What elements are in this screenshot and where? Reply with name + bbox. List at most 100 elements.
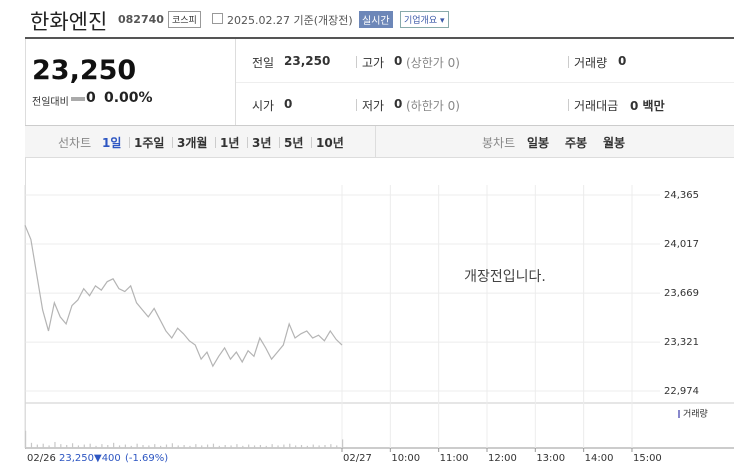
tab-sep: [172, 137, 173, 148]
volume-bar: [230, 445, 232, 448]
tab-sep: [311, 137, 312, 148]
volume-bar: [324, 444, 326, 448]
stat-extra: (하한가 0): [406, 99, 460, 113]
stat-label: 저가: [362, 99, 385, 113]
volume-bar: [25, 430, 27, 448]
stat-label: 전일: [252, 56, 275, 70]
volume-bar: [124, 444, 126, 448]
volume-bar: [89, 443, 91, 448]
volume-bar: [259, 444, 262, 448]
stock-code: 082740: [118, 13, 164, 26]
tab-sep: [279, 137, 280, 148]
volume-bar: [113, 442, 115, 448]
volume-bar: [342, 439, 344, 448]
stat-value: 23,250: [284, 54, 331, 68]
message: 개장전입니다.: [464, 269, 546, 285]
period-tab[interactable]: 3개월: [177, 136, 208, 150]
stat-value: 0: [394, 54, 403, 68]
stat-extra: (상한가 0): [406, 56, 460, 70]
divider: [235, 39, 236, 125]
stat-sep: [568, 99, 569, 111]
volume-bar: [77, 445, 80, 448]
volume-bar: [30, 442, 33, 448]
volume-bar: [236, 444, 238, 448]
stat-sep: [356, 56, 357, 68]
tab-divider: [375, 126, 376, 157]
candle-tab[interactable]: 일봉: [527, 136, 550, 150]
volume-bar: [54, 441, 56, 448]
volume-bar: [212, 443, 215, 448]
tab-bar: [25, 125, 734, 158]
flat-icon: [71, 97, 85, 101]
volume-bar: [224, 444, 226, 448]
period-tab[interactable]: 10년: [316, 136, 344, 150]
date-text: 2025.02.27 기준(개장전): [227, 14, 353, 27]
volume-bar: [71, 443, 74, 448]
stat-sep: [568, 56, 569, 68]
volume-bar: [189, 445, 191, 448]
volume-bar: [289, 443, 291, 448]
x-tick-label: 13:00: [536, 453, 565, 464]
volume-bar: [118, 445, 121, 448]
volume-legend-icon: [678, 410, 680, 418]
overview-button[interactable]: 기업개요 ▾: [400, 11, 449, 28]
y-tick-label: 24,365: [664, 190, 699, 201]
volume-bar: [48, 445, 50, 448]
volume-bar: [253, 445, 256, 448]
y-tick-label: 24,017: [664, 239, 699, 250]
volume-bar: [171, 443, 173, 448]
volume-bar: [83, 444, 85, 448]
period-tab[interactable]: 1년: [220, 136, 240, 150]
volume-bar: [306, 445, 308, 448]
change-label: 전일대비: [32, 97, 69, 108]
realtime-badge[interactable]: 실시간: [359, 11, 393, 28]
volume-legend: 거래량: [683, 408, 708, 420]
overview-label: 기업개요: [404, 16, 438, 26]
tab-sep: [129, 137, 130, 148]
volume-bar: [160, 445, 162, 448]
x-tick-label: 15:00: [633, 453, 662, 464]
volume-bar: [336, 445, 338, 448]
volume-bar: [130, 445, 132, 448]
volume-bar: [201, 445, 203, 448]
period-tab[interactable]: 3년: [252, 136, 272, 150]
volume-bar: [242, 445, 244, 448]
candle-tab[interactable]: 주봉: [565, 136, 588, 150]
period-tab[interactable]: 1일: [102, 136, 122, 150]
volume-bar: [42, 443, 44, 448]
period-tab[interactable]: 1주일: [134, 136, 165, 150]
volume-bar: [300, 444, 303, 448]
market-badge: 코스피: [168, 11, 201, 28]
volume-bar: [60, 444, 62, 448]
volume-bar: [36, 444, 38, 448]
volume-bar: [136, 443, 138, 448]
prev-change: ▼400: [94, 453, 121, 464]
change-pct: 0.00%: [104, 90, 153, 106]
volume-bar: [265, 445, 267, 448]
volume-bar: [283, 444, 285, 448]
x-tick-label: 12:00: [488, 453, 517, 464]
candle-chart-label: 봉차트: [482, 136, 516, 150]
volume-bar: [277, 445, 279, 448]
stat-value: 0 백만: [630, 99, 665, 113]
volume-bar: [271, 444, 273, 448]
y-tick-label: 23,669: [664, 288, 699, 299]
volume-bar: [195, 444, 197, 448]
volume-bar: [66, 444, 68, 448]
stat-label: 거래대금: [574, 99, 619, 113]
volume-bar: [330, 444, 332, 448]
stat-label: 고가: [362, 56, 385, 70]
candle-tab[interactable]: 월봉: [603, 136, 626, 150]
stat-sep: [356, 99, 357, 111]
x-tick-label: 10:00: [391, 453, 420, 464]
stat-value: 0: [284, 97, 293, 111]
prev-price: 23,250: [59, 453, 94, 464]
x-tick-label: 02/27: [343, 453, 372, 464]
top-border: [25, 37, 734, 39]
volume-bar: [142, 444, 144, 448]
volume-bar: [107, 444, 109, 448]
volume-bar: [148, 445, 150, 448]
current-price: 23,250: [32, 55, 137, 86]
period-tab[interactable]: 5년: [284, 136, 304, 150]
